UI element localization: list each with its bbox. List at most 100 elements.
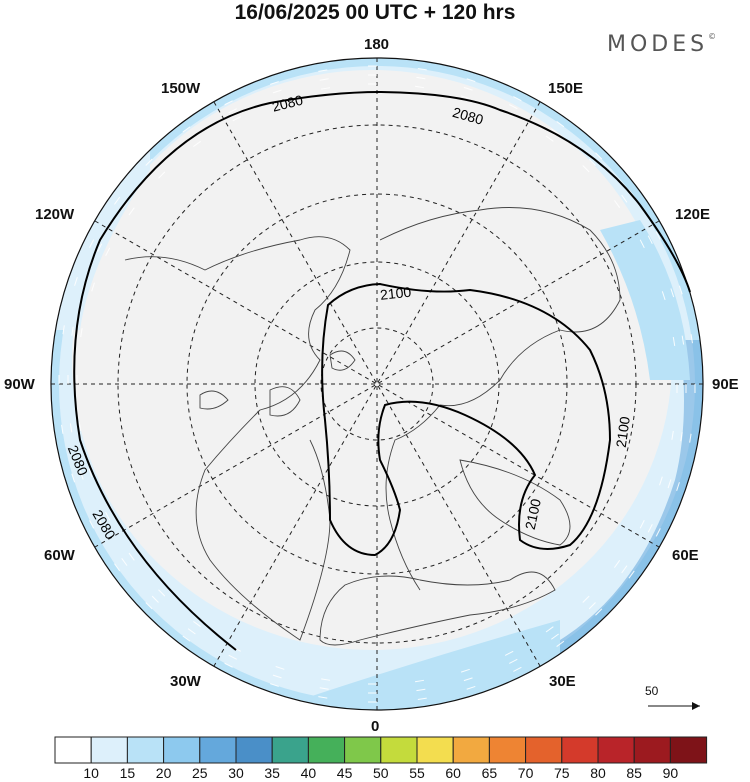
wind-vector	[460, 668, 470, 673]
lon-label-120e: 120E	[675, 206, 711, 223]
colorbar-swatch	[597, 736, 635, 764]
wind-vector	[416, 76, 426, 80]
colorbar-swatch	[561, 736, 599, 764]
wind-vector	[114, 196, 121, 205]
wind-vector	[61, 424, 64, 434]
wind-vector	[689, 433, 692, 443]
colorbar-tick-label: 25	[192, 765, 208, 781]
wind-vector	[128, 207, 135, 216]
lon-label-30w: 30W	[170, 673, 201, 690]
colorbar-tick-label: 30	[228, 765, 244, 781]
colorbar-swatch	[126, 736, 165, 764]
wind-vector	[193, 621, 201, 628]
wind-vector	[670, 288, 675, 298]
wind-vector	[551, 633, 559, 640]
wind-vector	[270, 81, 279, 85]
wind-vector	[224, 662, 233, 668]
wind-vector	[545, 626, 554, 633]
lon-label-150w: 150W	[161, 80, 201, 97]
colorbar-swatch	[380, 736, 418, 764]
wind-vector	[97, 243, 103, 252]
wind-vector	[270, 683, 279, 687]
colorbar-swatch	[54, 736, 92, 764]
colorbar-swatch	[416, 736, 454, 764]
wind-vector	[680, 432, 683, 442]
colorbar-tick-label: 45	[336, 765, 353, 781]
wind-vector	[414, 85, 425, 89]
lon-label-150e: 150E	[548, 80, 584, 97]
colorbar-tick-label: 65	[481, 765, 498, 781]
colorbar-tick-label: 20	[155, 765, 172, 781]
colorbar-swatch	[90, 736, 128, 764]
wind-vector	[318, 69, 328, 72]
wind-vector	[582, 595, 590, 603]
wind-vector	[78, 421, 82, 432]
wind-vector	[639, 519, 645, 529]
wind-vector	[79, 470, 84, 480]
wind-vector	[509, 104, 518, 110]
reference-vector-arrow	[648, 702, 700, 710]
wind-vector	[595, 608, 603, 616]
wind-vector	[659, 476, 663, 486]
colorbar-swatch	[633, 736, 671, 764]
lon-label-120w: 120W	[35, 206, 75, 223]
colorbar-swatch	[344, 736, 382, 764]
wind-vector	[504, 650, 514, 656]
lon-label-90e: 90E	[712, 376, 739, 393]
map-boundary	[50, 57, 704, 711]
colorbar-swatch	[271, 736, 309, 764]
wind-vector	[62, 325, 65, 335]
wind-vector	[414, 679, 425, 683]
colorbar-tick-label: 10	[83, 765, 99, 781]
wind-vector	[74, 277, 78, 286]
wind-vector	[639, 239, 645, 249]
wind-vector	[321, 678, 331, 681]
colorbar-tick-label: 50	[373, 765, 389, 781]
colorbar-tick-label: 70	[517, 765, 534, 781]
colorbar-tick-label: 40	[300, 765, 317, 781]
wind-vector	[647, 524, 653, 533]
wind-vector	[621, 565, 628, 574]
lon-label-60w: 60W	[44, 547, 75, 564]
colorbar-swatch	[669, 736, 708, 764]
wind-vector	[509, 658, 518, 664]
wind-vector	[321, 87, 331, 90]
wind-vector	[416, 688, 426, 692]
colorbar-tick-label: 35	[264, 765, 280, 781]
wind-vector	[228, 108, 237, 114]
contour-label-2100-east: 2100	[613, 415, 633, 448]
wind-vector	[88, 467, 93, 477]
wind-vector	[187, 628, 196, 635]
contour-label-2100-north: 2100	[379, 284, 412, 303]
wind-vector	[676, 482, 680, 491]
graticule	[51, 58, 703, 710]
wind-vector	[158, 171, 166, 179]
wind-vector	[621, 194, 628, 203]
wind-vector	[582, 165, 590, 173]
colorbar-tick-label: 15	[119, 765, 136, 781]
coastlines	[124, 207, 621, 646]
wind-vector	[89, 520, 95, 529]
colorbar-swatch	[163, 736, 201, 764]
wind-vector	[319, 687, 329, 690]
wind-vector	[681, 335, 685, 345]
lon-label-180: 180	[364, 36, 390, 53]
wind-vector	[417, 68, 427, 71]
wind-vector	[661, 291, 666, 301]
wind-speed-shading	[51, 58, 703, 710]
wind-vector	[145, 158, 153, 166]
wind-vector	[595, 152, 603, 160]
contour-label-2100-south: 2100	[522, 497, 544, 531]
wind-vector	[71, 326, 74, 336]
wind-vector	[89, 239, 95, 248]
colorbar-swatch	[199, 736, 237, 764]
wind-vector	[275, 666, 285, 670]
colorbar-tick-label: 90	[662, 765, 679, 781]
wind-vector	[466, 685, 476, 690]
colorbar-tick-label: 75	[554, 765, 570, 781]
colorbar-swatch	[525, 736, 563, 764]
wind-vector	[69, 423, 73, 433]
modes-logo: MODES©	[607, 32, 717, 57]
wind-vector	[272, 674, 282, 679]
wind-vector	[182, 126, 191, 133]
